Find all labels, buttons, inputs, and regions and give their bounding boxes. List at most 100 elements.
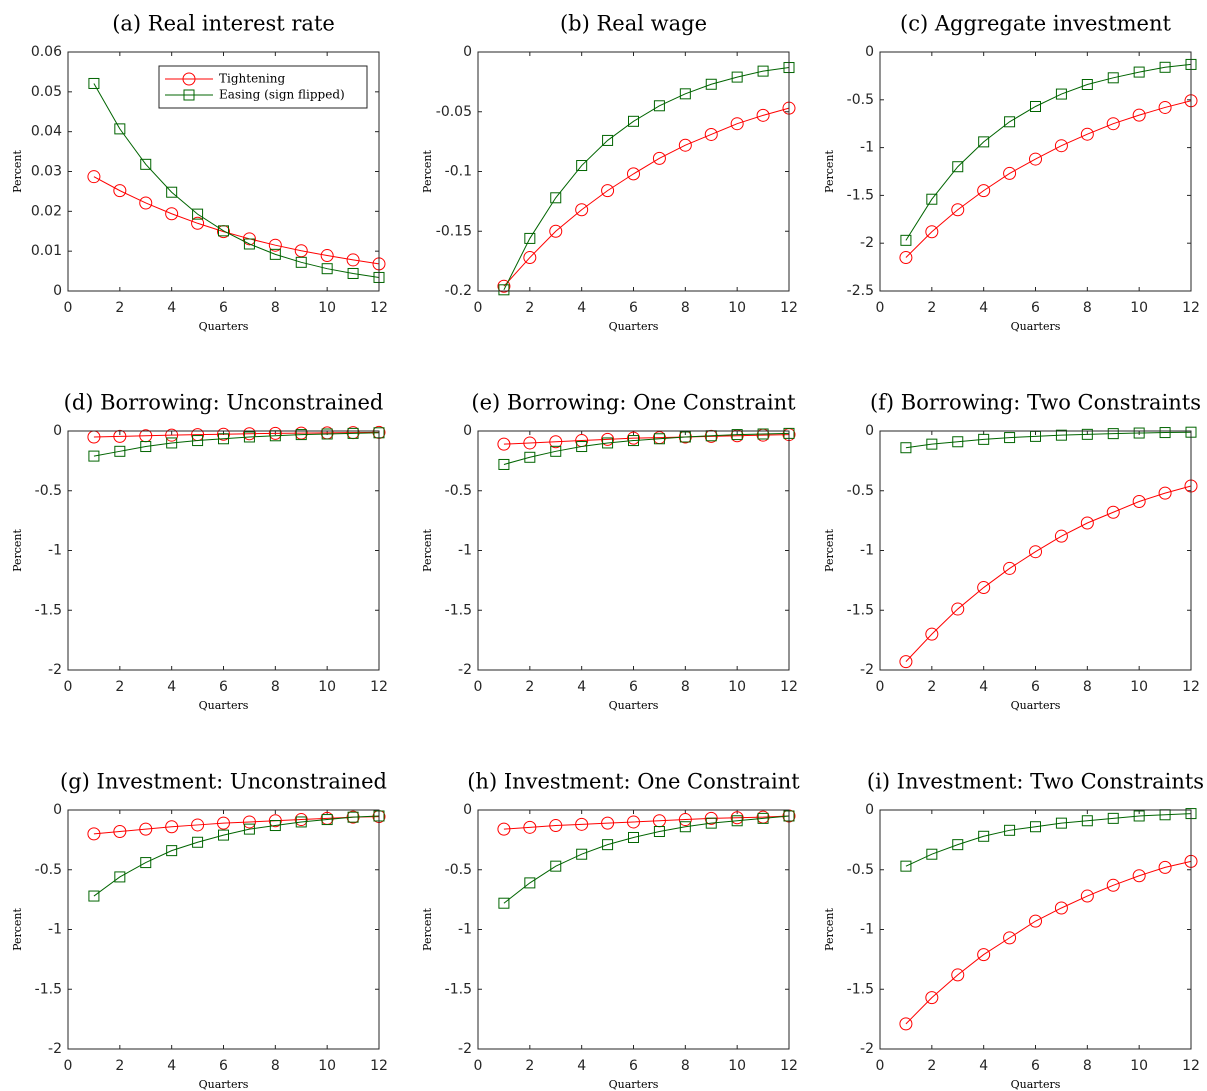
marker-circle <box>1054 901 1068 915</box>
marker-circle <box>346 253 360 267</box>
marker-circle <box>977 581 991 595</box>
marker-square <box>192 435 204 447</box>
marker-square <box>114 871 126 883</box>
y-tick-label: 0 <box>463 423 472 439</box>
y-axis-label: Percent <box>11 149 24 192</box>
marker-square <box>926 848 938 860</box>
marker-square <box>1055 817 1067 829</box>
subplot-title: (h) Investment: One Constraint <box>467 770 800 794</box>
marker-square <box>628 831 639 843</box>
x-tick-label: 0 <box>64 300 73 316</box>
marker-square <box>524 451 536 463</box>
marker-square <box>731 815 743 827</box>
x-tick-label: 4 <box>979 1058 988 1074</box>
x-tick-label: 10 <box>1130 679 1148 695</box>
marker-circle <box>575 203 589 217</box>
series-line <box>93 815 380 897</box>
marker-square <box>114 123 126 135</box>
x-tick-label: 2 <box>927 1058 936 1074</box>
marker-square <box>166 186 178 198</box>
x-tick-label: 6 <box>629 679 638 695</box>
x-tick-label: 0 <box>474 1058 483 1074</box>
marker-circle <box>977 948 991 962</box>
y-tick-label: 0.02 <box>31 203 62 219</box>
x-axis-label: Quarters <box>199 1078 249 1091</box>
marker-square <box>550 445 562 457</box>
marker-circle <box>899 251 913 265</box>
x-tick-label: 0 <box>876 679 885 695</box>
subplot: (c) Aggregate investment Quarters Percent 0… <box>823 12 1200 334</box>
marker-circle <box>523 251 537 265</box>
x-tick-label: 4 <box>979 300 988 316</box>
marker-circle <box>925 225 939 239</box>
marker-circle <box>899 1017 913 1031</box>
marker-square <box>705 817 717 829</box>
marker-square <box>524 877 536 889</box>
x-tick-label: 0 <box>474 300 483 316</box>
marker-square <box>952 839 964 851</box>
marker-square <box>1004 116 1016 128</box>
subplot: (d) Borrowing: Unconstrained Quarters Perc… <box>11 391 388 713</box>
x-tick-label: 6 <box>629 1058 638 1074</box>
y-tick-label: 0.06 <box>31 44 62 60</box>
y-tick-label: -1.5 <box>847 981 874 997</box>
marker-circle <box>217 816 230 830</box>
x-tick-label: 6 <box>1031 1058 1040 1074</box>
marker-circle <box>1158 860 1172 874</box>
axes-box <box>67 51 380 292</box>
marker-circle <box>1003 931 1017 945</box>
series-line <box>503 67 790 291</box>
y-tick-label: 0 <box>865 802 874 818</box>
marker-circle <box>1029 152 1042 166</box>
marker-square <box>1107 72 1119 84</box>
marker-square <box>926 438 938 450</box>
marker-square <box>88 890 100 902</box>
subplot: (a) Real interest rate Quarters Percent 0 2 4… <box>11 12 388 334</box>
marker-square <box>731 429 743 441</box>
marker-square <box>243 238 255 250</box>
marker-square <box>1107 428 1119 440</box>
axes-box <box>477 809 790 1050</box>
y-tick-label: -1 <box>458 922 472 938</box>
legend: Tightening Easing (sign flipped) <box>158 65 368 109</box>
x-tick-label: 12 <box>370 300 388 316</box>
legend-label: Easing (sign flipped) <box>219 88 345 102</box>
marker-square <box>653 433 665 445</box>
subplot-title: (e) Borrowing: One Constraint <box>471 391 796 415</box>
marker-circle <box>139 822 153 836</box>
y-tick-label: -2 <box>860 662 874 678</box>
marker-circle <box>113 825 127 839</box>
marker-square <box>192 208 204 220</box>
marker-square <box>550 860 562 872</box>
marker-square <box>192 836 204 848</box>
x-axis-label: Quarters <box>1011 699 1061 712</box>
marker-circle <box>497 822 511 836</box>
y-tick-label: 0.04 <box>31 124 62 140</box>
subplot: (h) Investment: One Constraint Quarters Pe… <box>421 770 800 1091</box>
marker-square <box>1159 427 1171 439</box>
marker-square <box>114 445 126 457</box>
x-tick-label: 10 <box>1130 300 1148 316</box>
y-tick-label: -0.05 <box>436 104 472 120</box>
y-tick-label: 0 <box>463 44 472 60</box>
series-line <box>93 83 380 278</box>
marker-square <box>1133 427 1145 439</box>
y-axis-label: Percent <box>823 149 836 192</box>
y-tick-label: -0.5 <box>847 92 874 108</box>
marker-circle <box>704 127 718 141</box>
y-tick-label: -2 <box>458 662 472 678</box>
x-tick-label: 8 <box>681 1058 690 1074</box>
plot-area <box>478 810 789 1049</box>
marker-circle <box>268 426 282 440</box>
x-tick-label: 2 <box>525 300 534 316</box>
marker-circle <box>1003 166 1017 180</box>
x-tick-label: 0 <box>474 679 483 695</box>
marker-circle <box>497 437 511 451</box>
marker-circle <box>730 811 744 825</box>
subplot-title: (a) Real interest rate <box>112 12 335 36</box>
series-line <box>503 432 790 465</box>
marker-square <box>321 263 333 275</box>
marker-square <box>679 431 691 443</box>
x-tick-label: 8 <box>1083 1058 1092 1074</box>
